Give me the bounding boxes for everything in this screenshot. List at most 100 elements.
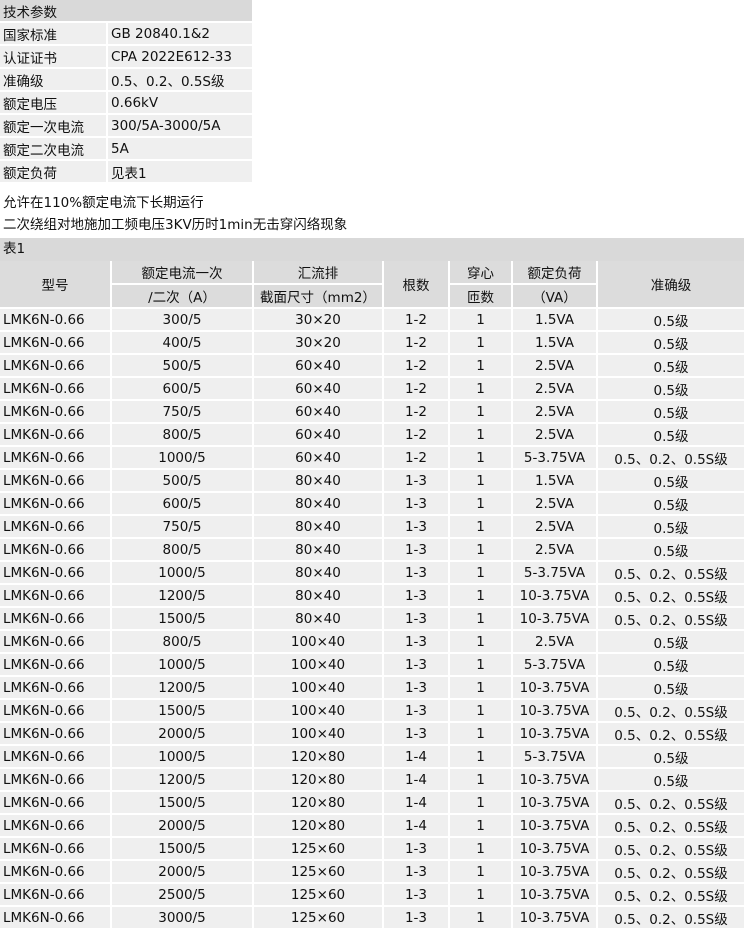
cell-turns: 1 xyxy=(450,401,511,422)
cell-current: 1500/5 xyxy=(112,700,252,721)
cell-model: LMK6N-0.66 xyxy=(0,516,110,537)
spec-value: 300/5A-3000/5A xyxy=(108,115,252,136)
cell-accuracy: 0.5级 xyxy=(598,769,744,790)
spec-key: 额定二次电流 xyxy=(0,138,106,159)
cell-current: 1000/5 xyxy=(112,447,252,468)
table-row: LMK6N-0.66 300/5 30×20 1-2 1 1.5VA 0.5级 xyxy=(0,309,744,330)
cell-model: LMK6N-0.66 xyxy=(0,378,110,399)
cell-model: LMK6N-0.66 xyxy=(0,700,110,721)
cell-count: 1-2 xyxy=(384,401,448,422)
spec-value: CPA 2022E612-33 xyxy=(108,46,252,67)
table-row: LMK6N-0.66 2000/5 125×60 1-3 1 10-3.75VA 0.5、0… xyxy=(0,861,744,882)
cell-busbar: 60×40 xyxy=(254,401,382,422)
cell-busbar: 80×40 xyxy=(254,562,382,583)
cell-model: LMK6N-0.66 xyxy=(0,401,110,422)
table-row: LMK6N-0.66 600/5 60×40 1-2 1 2.5VA 0.5级 xyxy=(0,378,744,399)
cell-turns: 1 xyxy=(450,700,511,721)
cell-busbar: 100×40 xyxy=(254,631,382,652)
cell-turns: 1 xyxy=(450,562,511,583)
table-row: LMK6N-0.66 1500/5 120×80 1-4 1 10-3.75VA 0.5、0… xyxy=(0,792,744,813)
cell-busbar: 80×40 xyxy=(254,608,382,629)
cell-current: 1000/5 xyxy=(112,654,252,675)
table-row: LMK6N-0.66 800/5 80×40 1-3 1 2.5VA 0.5级 xyxy=(0,539,744,560)
cell-current: 500/5 xyxy=(112,355,252,376)
cell-count: 1-3 xyxy=(384,631,448,652)
cell-busbar: 120×80 xyxy=(254,792,382,813)
cell-model: LMK6N-0.66 xyxy=(0,723,110,744)
cell-model: LMK6N-0.66 xyxy=(0,746,110,767)
cell-accuracy: 0.5级 xyxy=(598,355,744,376)
cell-count: 1-2 xyxy=(384,378,448,399)
cell-count: 1-2 xyxy=(384,332,448,353)
cell-turns: 1 xyxy=(450,815,511,836)
cell-turns: 1 xyxy=(450,378,511,399)
cell-load: 10-3.75VA xyxy=(513,884,596,905)
spec-key: 国家标准 xyxy=(0,23,106,44)
cell-load: 5-3.75VA xyxy=(513,447,596,468)
cell-model: LMK6N-0.66 xyxy=(0,769,110,790)
header-load: 额定负荷 xyxy=(513,261,596,283)
cell-accuracy: 0.5级 xyxy=(598,746,744,767)
cell-turns: 1 xyxy=(450,677,511,698)
cell-current: 1000/5 xyxy=(112,746,252,767)
cell-busbar: 80×40 xyxy=(254,516,382,537)
cell-current: 1500/5 xyxy=(112,838,252,859)
cell-count: 1-2 xyxy=(384,424,448,445)
table1-title: 表1 xyxy=(0,238,744,261)
table-row: LMK6N-0.66 1500/5 100×40 1-3 1 10-3.75VA 0.5、0… xyxy=(0,700,744,721)
cell-accuracy: 0.5、0.2、0.5S级 xyxy=(598,907,744,928)
cell-accuracy: 0.5级 xyxy=(598,493,744,514)
cell-load: 2.5VA xyxy=(513,355,596,376)
cell-turns: 1 xyxy=(450,884,511,905)
cell-model: LMK6N-0.66 xyxy=(0,792,110,813)
cell-count: 1-4 xyxy=(384,792,448,813)
cell-count: 1-3 xyxy=(384,608,448,629)
cell-turns: 1 xyxy=(450,907,511,928)
cell-count: 1-3 xyxy=(384,516,448,537)
spec-row: 额定一次电流 300/5A-3000/5A xyxy=(0,115,252,136)
header-load-sub: （VA） xyxy=(513,285,596,307)
cell-current: 2500/5 xyxy=(112,884,252,905)
spec-table: 技术参数 国家标准 GB 20840.1&2 认证证书 CPA 2022E612-33… xyxy=(0,0,254,184)
cell-accuracy: 0.5、0.2、0.5S级 xyxy=(598,838,744,859)
cell-turns: 1 xyxy=(450,447,511,468)
cell-model: LMK6N-0.66 xyxy=(0,470,110,491)
cell-busbar: 125×60 xyxy=(254,838,382,859)
table-row: LMK6N-0.66 1500/5 80×40 1-3 1 10-3.75VA 0.5、0.… xyxy=(0,608,744,629)
spec-row: 认证证书 CPA 2022E612-33 xyxy=(0,46,252,67)
cell-model: LMK6N-0.66 xyxy=(0,654,110,675)
cell-accuracy: 0.5级 xyxy=(598,677,744,698)
cell-busbar: 100×40 xyxy=(254,700,382,721)
cell-current: 1200/5 xyxy=(112,769,252,790)
cell-accuracy: 0.5级 xyxy=(598,424,744,445)
cell-load: 5-3.75VA xyxy=(513,746,596,767)
cell-current: 3000/5 xyxy=(112,907,252,928)
cell-load: 10-3.75VA xyxy=(513,585,596,606)
cell-busbar: 100×40 xyxy=(254,677,382,698)
table-row: LMK6N-0.66 400/5 30×20 1-2 1 1.5VA 0.5级 xyxy=(0,332,744,353)
cell-busbar: 125×60 xyxy=(254,861,382,882)
cell-turns: 1 xyxy=(450,838,511,859)
cell-accuracy: 0.5级 xyxy=(598,309,744,330)
cell-accuracy: 0.5、0.2、0.5S级 xyxy=(598,815,744,836)
cell-count: 1-3 xyxy=(384,562,448,583)
cell-count: 1-4 xyxy=(384,746,448,767)
spec-value: 见表1 xyxy=(108,161,252,182)
cell-accuracy: 0.5级 xyxy=(598,401,744,422)
cell-load: 5-3.75VA xyxy=(513,562,596,583)
cell-turns: 1 xyxy=(450,769,511,790)
cell-turns: 1 xyxy=(450,470,511,491)
cell-load: 10-3.75VA xyxy=(513,861,596,882)
cell-count: 1-4 xyxy=(384,815,448,836)
cell-load: 2.5VA xyxy=(513,539,596,560)
cell-count: 1-2 xyxy=(384,309,448,330)
cell-busbar: 125×60 xyxy=(254,884,382,905)
cell-current: 1500/5 xyxy=(112,792,252,813)
cell-accuracy: 0.5、0.2、0.5S级 xyxy=(598,562,744,583)
cell-busbar: 60×40 xyxy=(254,355,382,376)
cell-current: 800/5 xyxy=(112,631,252,652)
note: 二次绕组对地施加工频电压3KV历时1min无击穿闪络现象 xyxy=(3,217,348,233)
cell-model: LMK6N-0.66 xyxy=(0,884,110,905)
header-current: 额定电流一次 xyxy=(112,261,252,283)
cell-accuracy: 0.5、0.2、0.5S级 xyxy=(598,884,744,905)
